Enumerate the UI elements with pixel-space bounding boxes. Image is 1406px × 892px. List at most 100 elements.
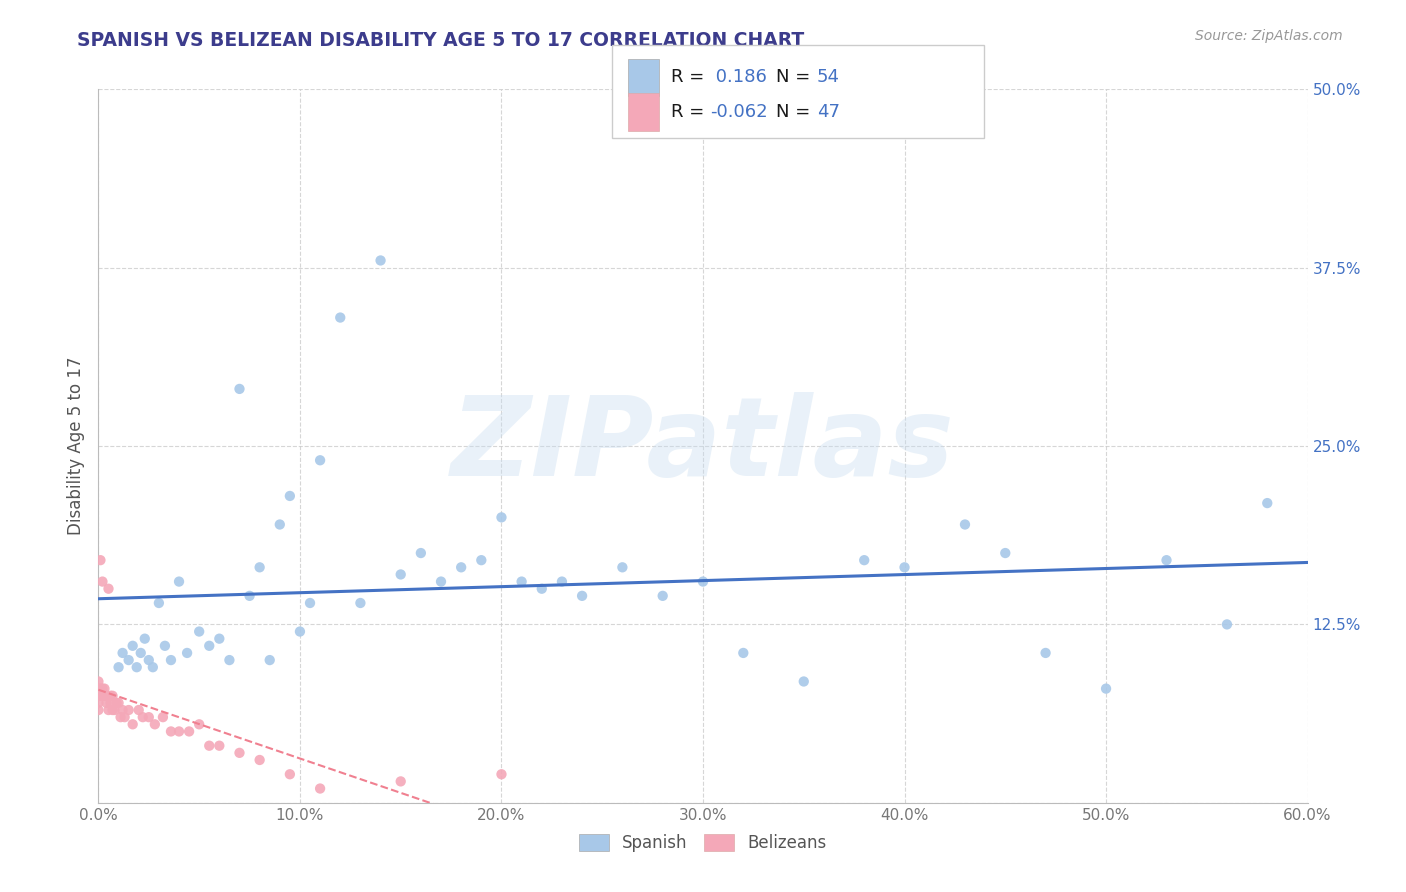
Point	[278, 767, 301, 781]
Text: SPANISH VS BELIZEAN DISABILITY AGE 5 TO 17 CORRELATION CHART: SPANISH VS BELIZEAN DISABILITY AGE 5 TO …	[77, 31, 804, 50]
Point	[97, 582, 120, 596]
Point	[138, 710, 160, 724]
Point	[389, 774, 412, 789]
Point	[121, 639, 143, 653]
Point	[134, 632, 156, 646]
Point	[510, 574, 533, 589]
Point	[239, 589, 262, 603]
Text: Source: ZipAtlas.com: Source: ZipAtlas.com	[1195, 29, 1343, 43]
Point	[129, 646, 152, 660]
Point	[299, 596, 322, 610]
Point	[218, 653, 240, 667]
Point	[1095, 681, 1118, 696]
Point	[107, 660, 129, 674]
Point	[188, 717, 211, 731]
Point	[953, 517, 976, 532]
Point	[91, 681, 114, 696]
Point	[111, 646, 134, 660]
Point	[148, 596, 170, 610]
Point	[793, 674, 815, 689]
Point	[329, 310, 352, 325]
Point	[114, 710, 136, 724]
Point	[100, 696, 122, 710]
Text: R =: R =	[671, 103, 710, 121]
Point	[89, 689, 111, 703]
Point	[125, 660, 148, 674]
Text: N =: N =	[776, 69, 815, 87]
Point	[89, 689, 111, 703]
Point	[107, 696, 129, 710]
Text: N =: N =	[776, 103, 815, 121]
Point	[249, 560, 271, 574]
Point	[551, 574, 574, 589]
Point	[893, 560, 915, 574]
Point	[530, 582, 553, 596]
Point	[138, 653, 160, 667]
Point	[370, 253, 392, 268]
Point	[118, 653, 141, 667]
Point	[121, 717, 143, 731]
Text: 54: 54	[817, 69, 839, 87]
Point	[853, 553, 876, 567]
Point	[1156, 553, 1178, 567]
Point	[278, 489, 301, 503]
Legend: Spanish, Belizeans: Spanish, Belizeans	[572, 827, 834, 859]
Point	[142, 660, 165, 674]
Point	[309, 453, 332, 467]
Point	[152, 710, 174, 724]
Point	[87, 696, 110, 710]
Point	[101, 689, 124, 703]
Point	[612, 560, 634, 574]
Point	[692, 574, 714, 589]
Point	[733, 646, 755, 660]
Point	[470, 553, 492, 567]
Point	[994, 546, 1017, 560]
Point	[430, 574, 453, 589]
Point	[309, 781, 332, 796]
Point	[228, 746, 250, 760]
Point	[179, 724, 201, 739]
Point	[91, 689, 114, 703]
Point	[93, 689, 115, 703]
Point	[153, 639, 176, 653]
Point	[188, 624, 211, 639]
Point	[87, 681, 110, 696]
Point	[160, 724, 183, 739]
Point	[132, 710, 155, 724]
Point	[409, 546, 432, 560]
Point	[228, 382, 250, 396]
Text: 47: 47	[817, 103, 839, 121]
Point	[198, 739, 221, 753]
Point	[105, 696, 128, 710]
Point	[167, 724, 190, 739]
Point	[96, 696, 118, 710]
Point	[128, 703, 150, 717]
Point	[651, 589, 673, 603]
Point	[160, 653, 183, 667]
Point	[1216, 617, 1239, 632]
Point	[111, 703, 134, 717]
Point	[89, 681, 111, 696]
Point	[176, 646, 198, 660]
Point	[1035, 646, 1057, 660]
Point	[87, 674, 110, 689]
Point	[103, 703, 125, 717]
Point	[259, 653, 281, 667]
Point	[97, 703, 120, 717]
Point	[110, 710, 132, 724]
Point	[491, 510, 513, 524]
Point	[208, 739, 231, 753]
Point	[450, 560, 472, 574]
Point	[1256, 496, 1278, 510]
Point	[269, 517, 291, 532]
Point	[91, 574, 114, 589]
Point	[208, 632, 231, 646]
Point	[389, 567, 412, 582]
Point	[571, 589, 593, 603]
Point	[100, 689, 122, 703]
Point	[87, 703, 110, 717]
Point	[288, 624, 311, 639]
Point	[87, 689, 110, 703]
Y-axis label: Disability Age 5 to 17: Disability Age 5 to 17	[66, 357, 84, 535]
Text: 0.186: 0.186	[710, 69, 766, 87]
